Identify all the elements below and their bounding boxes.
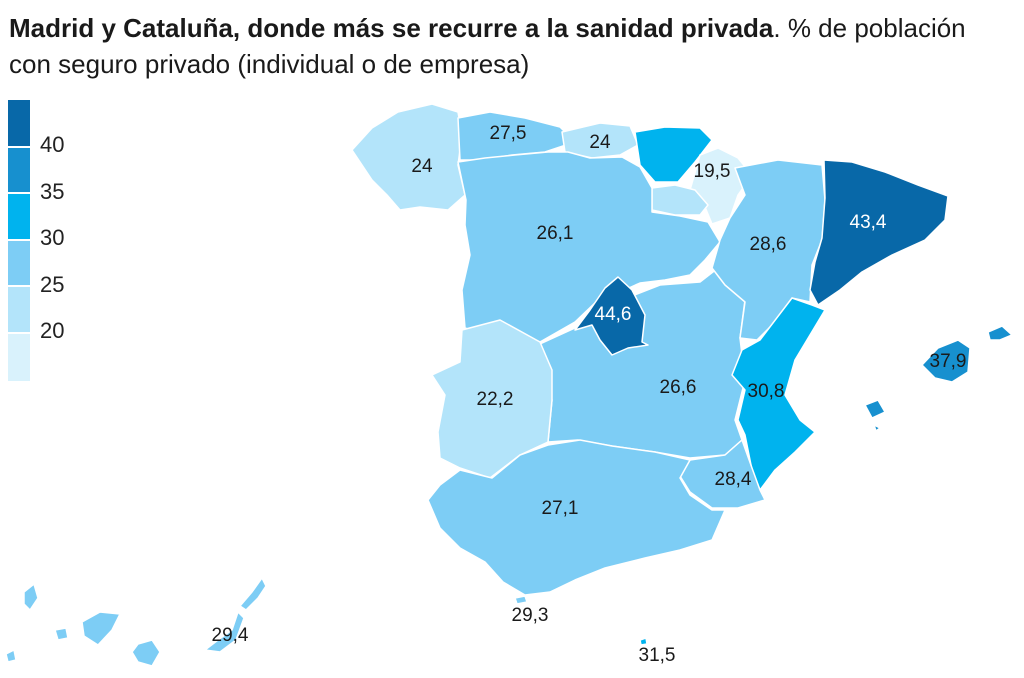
- region-value-label: 27,5: [490, 123, 527, 144]
- region-comunidad-valenciana: [731, 297, 826, 491]
- legend-label-25: 25: [40, 272, 65, 297]
- region-cataluna: [809, 159, 949, 306]
- region-melilla: [639, 637, 648, 646]
- legend-label-40: 40: [40, 132, 65, 157]
- legend-tick: [8, 192, 68, 194]
- legend-label-20: 20: [40, 318, 65, 343]
- region-murcia: [679, 439, 766, 509]
- legend-tick: [8, 285, 68, 287]
- region-value-label: 24: [589, 132, 611, 153]
- title-rest: . % de población con seguro privado (ind…: [9, 13, 966, 79]
- region-value-label: 24: [411, 156, 433, 177]
- legend-swatch-40-plus: [8, 100, 30, 148]
- region-value-label: 26,1: [537, 223, 574, 244]
- legend-label-35: 35: [40, 179, 65, 204]
- region-value-label: 30,8: [748, 381, 785, 402]
- legend-swatch-30-35: [8, 193, 30, 239]
- legend-swatch-under-20: [8, 333, 30, 381]
- region-la-rioja: [651, 184, 709, 216]
- legend-tick: [8, 332, 68, 334]
- legend-tick: [8, 239, 68, 241]
- legend-swatch-20-25: [8, 286, 30, 332]
- region-castilla-y-leon: [457, 151, 721, 343]
- region-galicia: [351, 103, 466, 211]
- region-illes-balears: [864, 325, 1013, 432]
- legend-tick: [8, 146, 68, 148]
- region-madrid: [574, 276, 649, 356]
- legend-swatch-25-30: [8, 240, 30, 286]
- legend-swatch-35-40: [8, 147, 30, 193]
- region-value-label: 22,2: [477, 389, 514, 410]
- region-value-label: 29,3: [512, 605, 549, 626]
- region-value-label: 19,5: [694, 161, 731, 182]
- region-value-label: 37,9: [930, 351, 967, 372]
- region-value-label: 44,6: [595, 304, 632, 325]
- region-value-label: 26,6: [660, 377, 697, 398]
- region-value-label: 31,5: [639, 645, 676, 666]
- region-andalucia: [427, 439, 726, 596]
- region-value-label: 28,6: [750, 234, 787, 255]
- legend-label-30: 30: [40, 225, 65, 250]
- region-pais-vasco: [634, 126, 713, 183]
- region-castilla-la-mancha: [539, 267, 746, 459]
- region-canarias: [5, 577, 267, 667]
- title-bold: Madrid y Cataluña, donde más se recurre …: [9, 13, 774, 43]
- chart-title: Madrid y Cataluña, donde más se recurre …: [9, 10, 1009, 82]
- region-value-label: 27,1: [542, 498, 579, 519]
- region-value-label: 29,4: [212, 625, 249, 646]
- region-ceuta: [514, 595, 528, 605]
- region-value-label: 28,4: [715, 469, 752, 490]
- region-value-label: 43,4: [850, 212, 887, 233]
